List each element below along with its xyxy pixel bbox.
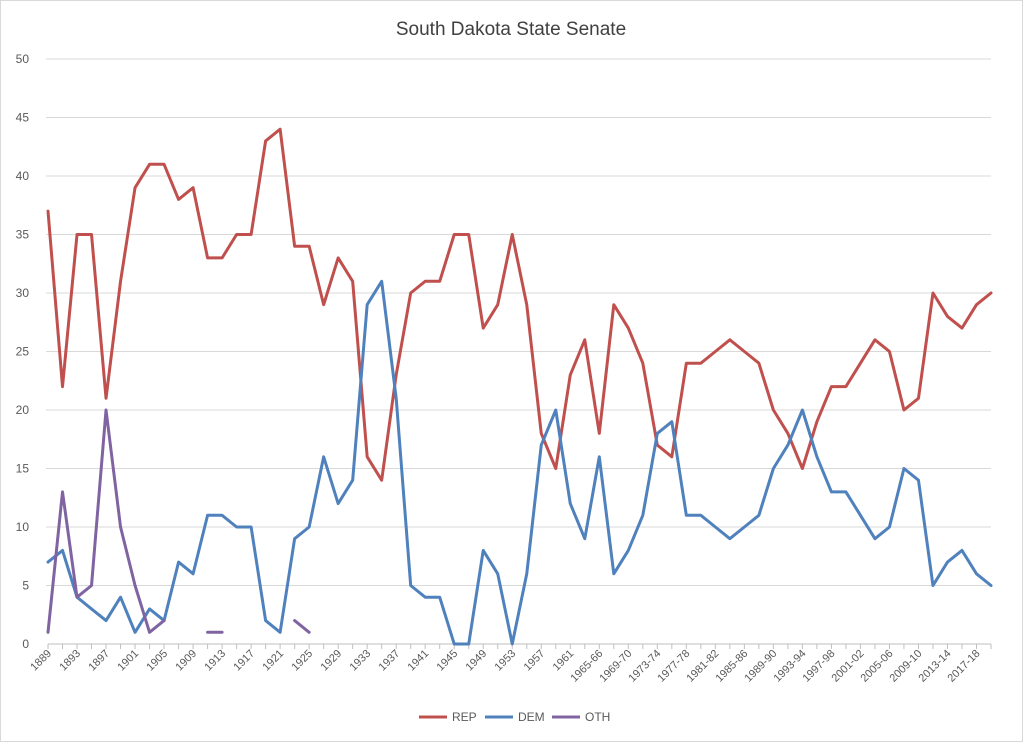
x-tick-label: 1945 — [435, 648, 461, 674]
x-tick-label: 1921 — [260, 648, 286, 674]
x-tick-label: 1889 — [28, 648, 54, 674]
legend-label-dem: DEM — [518, 710, 545, 724]
y-tick-label: 5 — [22, 579, 29, 593]
x-tick-label: 1917 — [231, 648, 257, 674]
x-tick-label: 1893 — [57, 648, 83, 674]
legend: REP DEM OTH — [419, 710, 610, 724]
y-tick-label: 0 — [22, 637, 29, 651]
gridlines — [46, 58, 991, 586]
x-tick-label: 1937 — [377, 648, 403, 674]
series-line-rep — [46, 127, 993, 482]
x-tick-label: 1957 — [522, 648, 548, 674]
y-tick-label: 30 — [16, 286, 30, 300]
y-tick-label: 50 — [16, 52, 30, 66]
x-tick-label: 1933 — [347, 648, 373, 674]
chart-title: South Dakota State Senate — [396, 19, 626, 40]
x-tick-label: 1909 — [173, 648, 199, 674]
y-tick-label: 20 — [16, 403, 30, 417]
x-axis: 1889 1893 1897 1901 1905 1909 1913 1917 1921 1925… — [28, 643, 992, 685]
x-tick-label: 1913 — [202, 648, 228, 674]
y-tick-label: 15 — [16, 462, 30, 476]
legend-label-rep: REP — [452, 710, 477, 724]
series-lines — [46, 127, 993, 646]
y-tick-label: 25 — [16, 345, 30, 359]
x-tick-label: 1905 — [144, 648, 170, 674]
x-tick-label: 1929 — [318, 648, 344, 674]
x-tick-label: 2017-18 — [946, 648, 983, 685]
y-tick-label: 10 — [16, 520, 30, 534]
y-axis-ticks: 0 5 10 15 20 25 30 35 40 45 50 — [16, 52, 30, 651]
y-tick-label: 45 — [16, 111, 30, 125]
y-tick-label: 40 — [16, 169, 30, 183]
x-tick-label: 1949 — [464, 648, 490, 674]
x-tick-label: 1897 — [86, 648, 112, 674]
x-tick-label: 1953 — [493, 648, 519, 674]
series-line-dem — [46, 279, 993, 646]
x-tick-label: 1901 — [115, 648, 141, 674]
x-tick-label: 1941 — [406, 648, 432, 674]
x-tick-label: 1925 — [289, 648, 315, 674]
series-line-oth — [46, 408, 311, 634]
legend-label-oth: OTH — [585, 710, 610, 724]
y-tick-label: 35 — [16, 228, 30, 242]
x-tick-label: 1961 — [551, 648, 577, 674]
